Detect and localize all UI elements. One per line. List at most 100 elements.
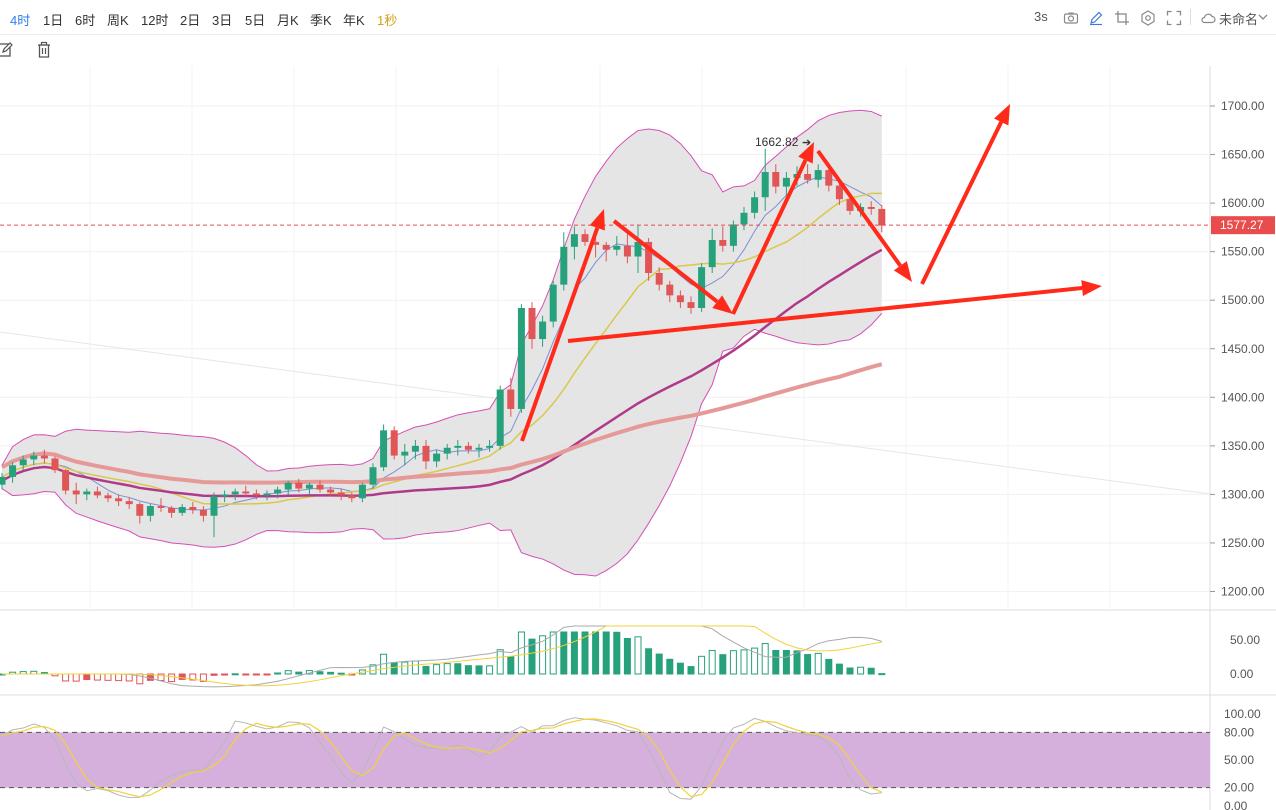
trash-icon[interactable] — [35, 41, 53, 59]
candle-body — [719, 239, 727, 246]
candle-body — [645, 241, 653, 274]
candle-body — [401, 451, 409, 456]
macd-histogram-bar — [411, 660, 419, 675]
timeframe-tab[interactable]: 12时 — [141, 13, 169, 28]
crop-icon[interactable] — [1114, 10, 1130, 26]
candle-body — [666, 284, 674, 296]
macd-histogram-bar — [581, 631, 589, 675]
candle-body — [263, 493, 271, 496]
macd-histogram-bar — [761, 643, 769, 675]
candle-body — [274, 489, 282, 494]
candle-body — [93, 491, 101, 496]
macd-histogram-bar — [645, 648, 653, 675]
candle-body — [496, 389, 504, 446]
candle-body — [104, 495, 112, 499]
trend-arrows[interactable] — [520, 104, 1102, 442]
candle-body — [613, 245, 621, 250]
candle-body — [125, 501, 133, 505]
arrow-up-2 — [731, 159, 808, 315]
timeframe-tab[interactable]: 年K — [343, 13, 365, 28]
candle-body — [486, 445, 494, 448]
candle-body — [411, 445, 419, 452]
candle-body — [348, 495, 356, 499]
macd-tick-label: 50.00 — [1230, 633, 1260, 647]
macd-histogram-bar — [252, 673, 260, 676]
timeframe-tab[interactable]: 3日 — [212, 13, 233, 28]
timeframe-tab[interactable]: 季K — [310, 13, 332, 28]
pen-icon[interactable] — [1088, 10, 1104, 26]
candle-body — [305, 484, 313, 489]
chevron-down-icon[interactable] — [1257, 11, 1269, 23]
candle-body — [295, 482, 303, 489]
camera-icon[interactable] — [1063, 10, 1079, 26]
macd-histogram-bar — [83, 673, 91, 681]
candle-body — [814, 170, 822, 180]
candle-body — [83, 491, 91, 495]
macd-histogram-bar — [687, 666, 695, 675]
fullscreen-icon[interactable] — [1166, 10, 1182, 26]
price-tick-label: 1350.00 — [1221, 439, 1265, 453]
layout-name[interactable]: 未命名 — [1219, 12, 1259, 27]
macd-histogram-bar — [242, 673, 250, 676]
candle-body — [592, 241, 600, 245]
high-label: 1662.82 — [755, 135, 799, 149]
arrow-head-icon — [589, 209, 605, 231]
ma-pink-line — [1, 362, 883, 485]
price-tick-label: 1700.00 — [1221, 99, 1265, 113]
macd-histogram-bar — [825, 658, 833, 675]
timeframe-tab[interactable]: 6时 — [75, 13, 96, 28]
candle-body — [316, 484, 324, 490]
candle-body — [634, 241, 642, 257]
candle-body — [168, 507, 176, 513]
macd-histogram-bar — [443, 663, 451, 675]
candle-body — [867, 206, 875, 209]
top-toolbar: 4时 1日 6时 周K 12时 2日 3日 5日 月K 季K 年K 1秒 3s 未命名 — [0, 0, 1276, 35]
candle-body — [0, 476, 6, 485]
macd-dea-line — [2, 625, 882, 687]
candle-body — [178, 507, 186, 513]
timeframe-tab[interactable]: 周K — [107, 13, 129, 28]
macd-histogram-bar — [676, 662, 684, 675]
moving-averages — [1, 192, 883, 505]
macd-histogram-bar — [104, 673, 112, 681]
macd-panel — [0, 625, 886, 688]
candle-body — [210, 496, 218, 516]
macd-axis: 50.00 0.00 — [1230, 633, 1260, 681]
macd-histogram-bar — [284, 670, 292, 675]
refresh-interval[interactable]: 3s — [1034, 9, 1048, 24]
macd-histogram-bar — [549, 631, 557, 675]
kdj-tick-label: 80.00 — [1224, 725, 1254, 739]
candle-body — [157, 506, 165, 508]
ma-yellow-line — [1, 192, 882, 505]
candle-body — [242, 491, 250, 494]
macd-histogram-bar — [729, 650, 737, 675]
candle-body — [772, 172, 780, 187]
macd-histogram-bar — [507, 656, 515, 675]
price-tick-label: 1500.00 — [1221, 293, 1265, 307]
macd-histogram-bar — [570, 631, 578, 675]
current-price-tag: 1577.27 — [1211, 216, 1275, 235]
candle-body — [782, 177, 790, 187]
edit-icon[interactable] — [0, 41, 14, 59]
timeframe-tab[interactable]: 月K — [277, 13, 299, 28]
settings-icon[interactable] — [1140, 10, 1156, 26]
price-chart[interactable]: 1662.82 ➔ 1700.00 1650.00 1600.00 1550.00 15… — [0, 66, 1276, 810]
candle-body — [825, 170, 833, 186]
candle-body — [327, 489, 335, 493]
kdj-zone — [0, 732, 1210, 788]
timeframe-tab[interactable]: 2日 — [180, 13, 201, 28]
current-price-label: 1577.27 — [1220, 218, 1264, 232]
price-tick-label: 1550.00 — [1221, 245, 1265, 259]
cloud-icon[interactable] — [1200, 10, 1216, 26]
timeframe-tab[interactable]: 4时 — [10, 13, 31, 28]
candle-body — [422, 445, 430, 462]
candle-body — [528, 307, 536, 340]
timeframe-tab[interactable]: 1日 — [43, 13, 64, 28]
timeframe-tab[interactable]: 5日 — [245, 13, 266, 28]
candle-body — [517, 307, 525, 409]
macd-histogram-bar — [274, 672, 282, 675]
macd-histogram-bar — [464, 665, 472, 675]
timeframe-tab[interactable]: 1秒 — [377, 13, 398, 28]
macd-histogram-bar — [804, 654, 812, 675]
candle-body — [835, 185, 843, 200]
